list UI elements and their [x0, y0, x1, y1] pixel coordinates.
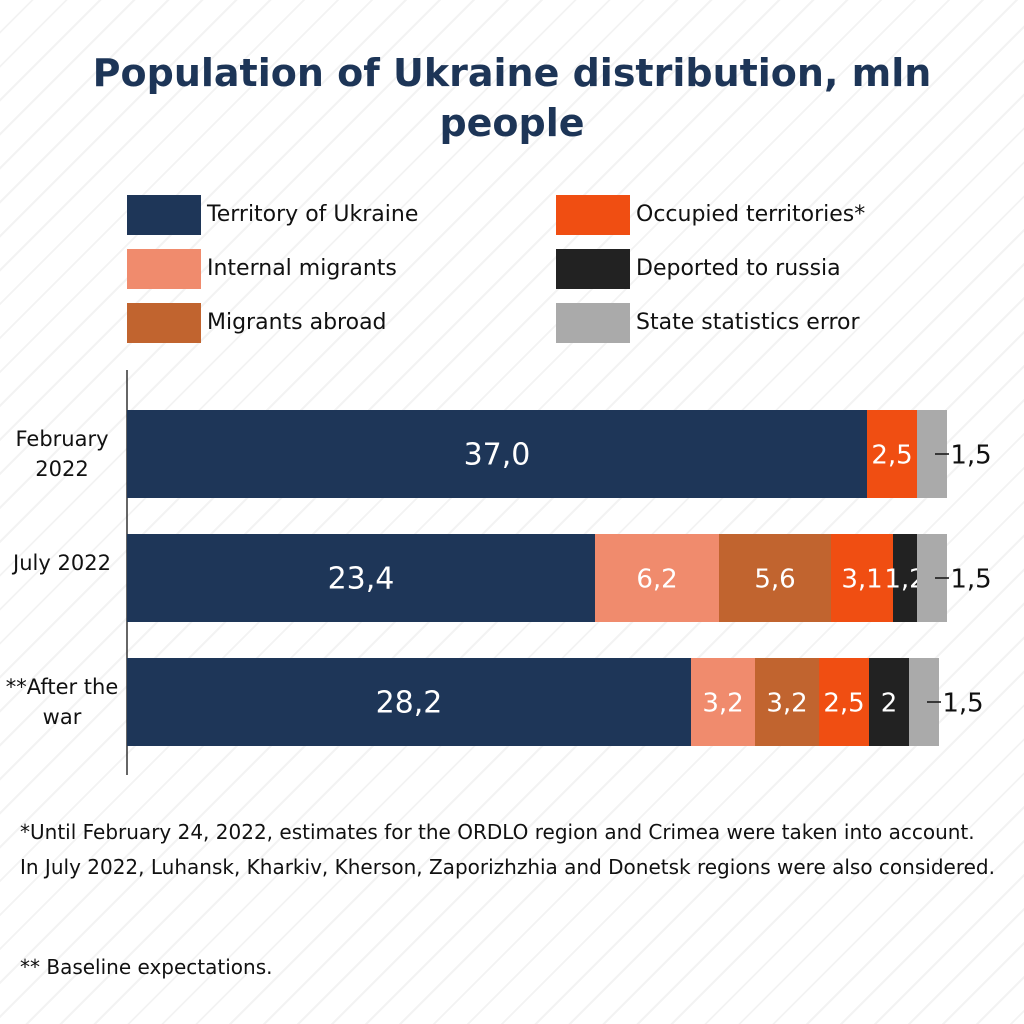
- legend-swatch: [556, 303, 630, 343]
- bar-segment: [831, 534, 893, 622]
- data-label: 37,0: [464, 438, 531, 473]
- bar-segment: [819, 658, 869, 746]
- legend-label: Territory of Ukraine: [207, 202, 419, 227]
- data-label: 28,2: [376, 686, 443, 721]
- legend-label: Migrants abroad: [207, 310, 387, 335]
- legend-swatch: [127, 195, 201, 235]
- legend-label: Deported to russia: [636, 256, 841, 281]
- legend-label: Occupied territories*: [636, 202, 866, 227]
- data-label: 2: [881, 689, 898, 719]
- data-label: 3,1: [841, 565, 882, 595]
- data-label: 3,2: [766, 689, 807, 719]
- category-label: **After the war: [5, 675, 119, 729]
- bar-segment: [755, 658, 819, 746]
- legend-swatch: [556, 249, 630, 289]
- bar-segment: [127, 658, 691, 746]
- bar-segment: [127, 410, 867, 498]
- legend-label: Internal migrants: [207, 256, 397, 281]
- bar-segment: [869, 658, 909, 746]
- data-label: 2,5: [871, 441, 912, 471]
- data-label: 3,2: [702, 689, 743, 719]
- footnote: *Until February 24, 2022, estimates for …: [20, 820, 995, 879]
- legend-swatch: [127, 303, 201, 343]
- data-label: 5,6: [754, 565, 795, 595]
- data-label: 6,2: [636, 565, 677, 595]
- data-label: 1,5: [950, 441, 991, 471]
- bar-segment: [595, 534, 719, 622]
- category-label: February 2022: [15, 427, 109, 481]
- bar-segment: [691, 658, 755, 746]
- data-label: 1,5: [942, 689, 983, 719]
- chart-title: Population of Ukraine distribution, mln …: [92, 51, 932, 145]
- data-label: 1,5: [950, 565, 991, 595]
- bar-segment: [719, 534, 831, 622]
- bar-segment: [893, 534, 917, 622]
- footnote: ** Baseline expectations.: [20, 955, 273, 979]
- legend-swatch: [556, 195, 630, 235]
- bar-segment: [127, 534, 595, 622]
- legend-swatch: [127, 249, 201, 289]
- legend-label: State statistics error: [636, 310, 860, 335]
- category-label: July 2022: [13, 551, 111, 575]
- bar-segment: [867, 410, 917, 498]
- data-label: 2,5: [823, 689, 864, 719]
- data-label: 23,4: [328, 562, 395, 597]
